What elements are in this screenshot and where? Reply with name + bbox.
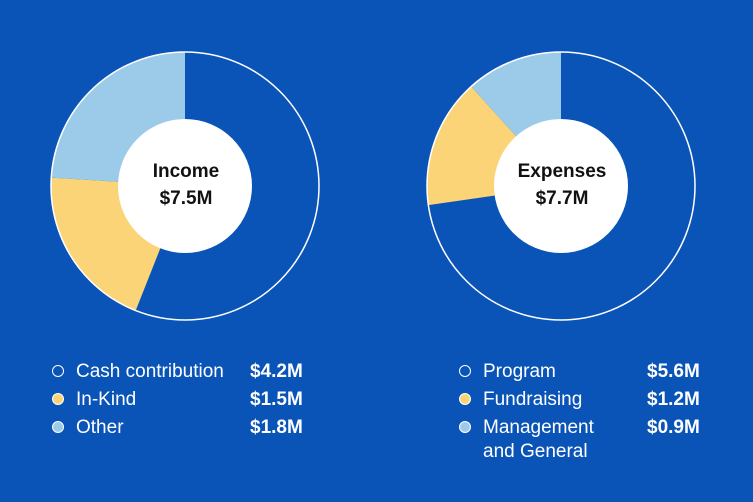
legend-swatch: [52, 365, 64, 377]
legend-item-fundraising: Fundraising $1.2M: [459, 388, 739, 416]
legend-label: Program: [483, 361, 556, 382]
income-center-label: Income $7.5M: [122, 158, 250, 212]
legend-value: $4.2M: [250, 361, 303, 382]
legend-value: $5.6M: [647, 361, 700, 382]
expenses-donut-chart: [426, 51, 696, 321]
income-chart-panel: Income $7.5M Cash contribution $4.2M In-…: [0, 0, 376, 502]
legend-swatch: [459, 393, 471, 405]
legend-label: Other: [76, 417, 124, 438]
income-title: Income: [152, 161, 220, 182]
income-donut-chart: [50, 51, 320, 321]
income-legend: Cash contribution $4.2M In-Kind $1.5M Ot…: [52, 360, 322, 444]
legend-label: Fundraising: [483, 389, 583, 410]
expenses-legend: Program $5.6M Fundraising $1.2M Manageme…: [459, 360, 739, 468]
donut-outline: [426, 51, 696, 321]
legend-value: $1.8M: [250, 417, 303, 438]
income-total: $7.5M: [159, 188, 213, 209]
expenses-total: $7.7M: [535, 188, 589, 209]
legend-item-in-kind: In-Kind $1.5M: [52, 388, 322, 416]
legend-label: Management and General: [483, 417, 594, 462]
legend-label: Cash contribution: [76, 361, 224, 382]
legend-item-cash-contribution: Cash contribution $4.2M: [52, 360, 322, 388]
donut-center: [494, 119, 628, 253]
expenses-center-label: Expenses $7.7M: [498, 158, 626, 212]
legend-swatch: [459, 365, 471, 377]
legend-value: $0.9M: [647, 417, 700, 438]
legend-value: $1.5M: [250, 389, 303, 410]
legend-swatch: [52, 421, 64, 433]
legend-swatch: [459, 421, 471, 433]
legend-item-other: Other $1.8M: [52, 416, 322, 444]
legend-value: $1.2M: [647, 389, 700, 410]
donut-center: [118, 119, 252, 253]
legend-item-management-and-general: Management and General $0.9M: [459, 416, 739, 468]
legend-swatch: [52, 393, 64, 405]
legend-item-program: Program $5.6M: [459, 360, 739, 388]
expenses-title: Expenses: [517, 161, 607, 182]
legend-label: In-Kind: [76, 389, 137, 410]
donut-outline: [50, 51, 320, 321]
expenses-chart-panel: Expenses $7.7M Program $5.6M Fundraising…: [376, 0, 752, 502]
